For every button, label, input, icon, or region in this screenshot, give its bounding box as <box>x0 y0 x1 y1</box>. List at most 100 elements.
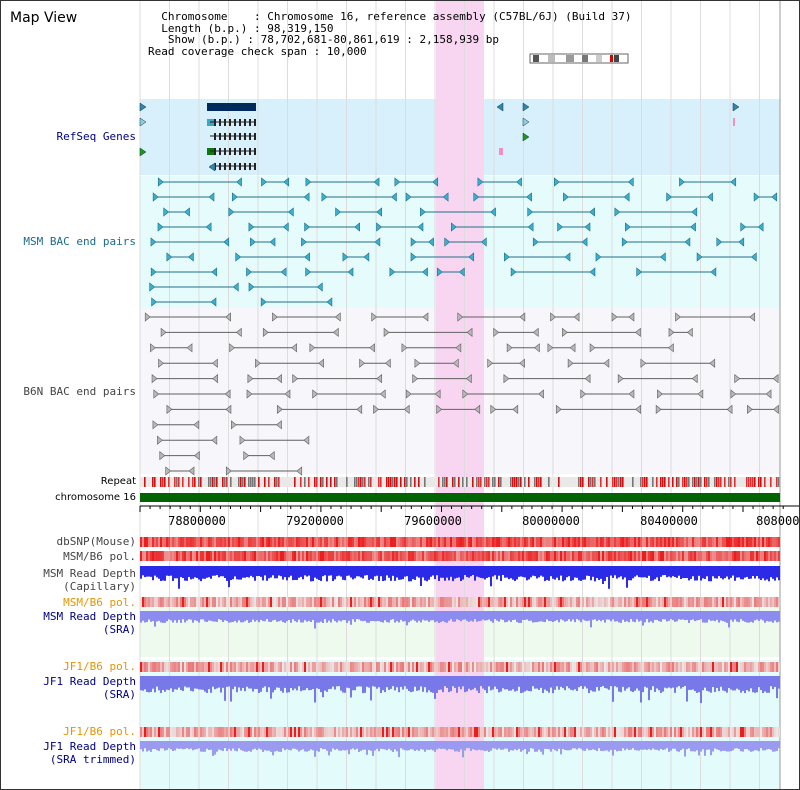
jf1-b6-pol-cell <box>350 662 352 672</box>
repeat-mark <box>536 477 538 487</box>
msm-capillary-depth-bar <box>352 566 354 580</box>
repeat-mark <box>182 477 184 487</box>
dbsnp-cell <box>776 537 778 547</box>
jf1-b6-pol-trimmed-cell <box>170 727 172 737</box>
track-label-jf1-depth-sra-2: (SRA) <box>102 688 136 701</box>
msm-b6-pol-cell <box>266 551 268 561</box>
msm-sra-depth-bar <box>266 611 268 620</box>
track-label-refseq[interactable]: RefSeq Genes <box>56 130 136 143</box>
msm-b6-pol-cell <box>714 551 716 561</box>
track-label-jf1-depth-trimmed-1[interactable]: JF1 Read Depth <box>43 740 136 753</box>
jf1-sra-depth-bar <box>540 676 542 688</box>
msm-bac-pair-end <box>184 207 190 217</box>
track-label-msm-b6-pol[interactable]: MSM/B6 pol. <box>63 550 136 563</box>
msm-b6-pol-cell <box>560 551 562 561</box>
track-label-msm-bac[interactable]: MSM BAC end pairs <box>23 235 136 248</box>
dbsnp-cell <box>592 537 594 547</box>
jf1-trimmed-depth-bar <box>406 741 408 751</box>
jf1-trimmed-depth-bar <box>280 741 282 752</box>
jf1-b6-pol-trimmed-cell <box>340 727 342 737</box>
jf1-trimmed-depth-bar <box>206 741 208 749</box>
track-label-msm-b6-pol-sra[interactable]: MSM/B6 pol. <box>63 596 136 609</box>
msm-b6-pol-cell <box>382 551 384 561</box>
msm-capillary-depth-bar <box>756 566 758 577</box>
msm-capillary-depth-bar <box>440 566 442 578</box>
track-label-jf1-depth-sra-1[interactable]: JF1 Read Depth <box>43 675 136 688</box>
jf1-b6-pol-cell <box>248 662 250 672</box>
msm-capillary-depth-bar <box>254 566 256 581</box>
gene-mark <box>499 148 503 155</box>
jf1-trimmed-depth-bar <box>594 741 596 750</box>
span-value: 10,000 <box>326 44 367 58</box>
dbsnp-cell <box>330 537 332 547</box>
dbsnp-cell <box>462 537 464 547</box>
dbsnp-cell <box>218 537 220 547</box>
jf1-b6-pol-cell <box>610 662 612 672</box>
jf1-sra-depth-bar <box>230 676 232 702</box>
jf1-sra-depth-bar <box>150 676 152 692</box>
msm-b6-pol-cell <box>232 551 234 561</box>
track-label-msm-depth-sra-1[interactable]: MSM Read Depth <box>43 610 136 623</box>
dbsnp-cell <box>478 537 480 547</box>
b6n-bac-pair-end <box>188 466 195 476</box>
jf1-b6-pol-cell <box>192 662 194 672</box>
msm-capillary-depth-bar <box>356 566 358 577</box>
dbsnp-cell <box>502 537 504 547</box>
msm-sra-depth-bar <box>178 611 180 620</box>
msm-capillary-depth-bar <box>266 566 268 581</box>
msm-capillary-depth-bar <box>288 566 290 578</box>
jf1-b6-pol-trimmed-cell <box>752 727 754 737</box>
dbsnp-cell <box>692 537 694 547</box>
dbsnp-cell <box>142 537 144 547</box>
jf1-trimmed-depth-bar <box>676 741 678 752</box>
jf1-sra-depth-bar <box>162 676 164 690</box>
jf1-b6-pol-trimmed-cell <box>144 727 146 737</box>
dbsnp-cell <box>576 537 578 547</box>
jf1-b6-pol-cell <box>574 662 576 672</box>
jf1-trimmed-depth-bar <box>708 741 710 750</box>
track-label-jf1-b6-pol-trimmed[interactable]: JF1/B6 pol. <box>63 725 136 738</box>
jf1-trimmed-depth-bar <box>426 741 428 750</box>
b6n-bac-pair-end <box>412 373 419 384</box>
jf1-trimmed-depth-bar <box>214 741 216 755</box>
jf1-b6-pol-trimmed-cell <box>732 727 734 737</box>
dbsnp-cell <box>324 537 326 547</box>
msm-sra-depth-bar <box>324 611 326 620</box>
repeat-mark <box>618 477 620 487</box>
jf1-b6-pol-cell <box>766 662 768 672</box>
jf1-b6-pol-trimmed-cell <box>714 727 716 737</box>
dbsnp-cell <box>606 537 608 547</box>
msm-b6-pol-sra-cell <box>698 597 700 607</box>
msm-sra-depth-bar <box>454 611 456 622</box>
jf1-trimmed-depth-bar <box>330 741 332 752</box>
jf1-b6-pol-trimmed-cell <box>474 727 476 737</box>
dbsnp-cell <box>306 537 308 547</box>
msm-b6-pol-sra-cell <box>770 597 772 607</box>
track-label-repeat[interactable]: Repeat <box>100 476 136 487</box>
track-label-dbsnp[interactable]: dbSNP(Mouse) <box>56 535 136 548</box>
msm-b6-pol-sra-cell <box>338 597 340 607</box>
repeat-mark <box>684 477 686 487</box>
msm-sra-depth-bar <box>482 611 484 620</box>
b6n-bac-pair-end <box>268 450 275 461</box>
msm-capillary-depth-bar <box>256 566 258 577</box>
msm-capillary-depth-bar <box>502 566 504 576</box>
repeat-mark <box>414 477 416 487</box>
dbsnp-cell <box>420 537 422 547</box>
msm-capillary-depth-bar <box>392 566 394 576</box>
repeat-mark <box>678 477 680 487</box>
msm-b6-pol-sra-cell <box>526 597 528 607</box>
track-label-jf1-b6-pol[interactable]: JF1/B6 pol. <box>63 660 136 673</box>
msm-sra-depth-bar <box>144 611 146 623</box>
ideogram-band <box>533 55 539 62</box>
msm-b6-pol-sra-cell <box>418 597 420 607</box>
jf1-sra-depth-bar <box>140 676 142 691</box>
track-label-b6n-bac[interactable]: B6N BAC end pairs <box>23 385 136 398</box>
msm-capillary-depth-bar <box>306 566 308 577</box>
msm-b6-pol-sra-cell <box>542 597 544 607</box>
track-label-msm-depth-capillary-1[interactable]: MSM Read Depth <box>43 567 136 580</box>
msm-b6-pol-sra-cell <box>654 597 656 607</box>
jf1-b6-pol-trimmed-cell <box>720 727 722 737</box>
msm-bac-pair-end <box>584 222 591 232</box>
